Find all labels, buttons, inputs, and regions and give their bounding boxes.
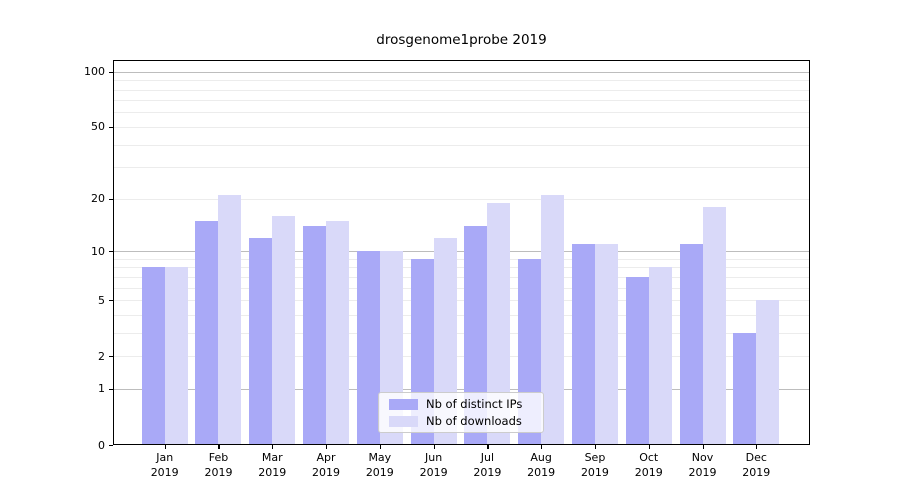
y-tick-label: 10 <box>91 244 105 258</box>
x-tick <box>326 445 328 449</box>
y-gridline-minor <box>113 332 810 334</box>
legend-swatch-downloads <box>389 415 418 427</box>
x-tick <box>379 445 381 449</box>
x-tick-label: Sep 2019 <box>580 451 609 479</box>
y-gridline-minor <box>113 356 810 358</box>
y-gridline-minor <box>113 287 810 289</box>
x-tick-label: Jul 2019 <box>473 451 502 479</box>
plot-area <box>113 60 810 445</box>
y-tick <box>108 198 113 200</box>
bar-distinct-ips-feb <box>195 220 219 445</box>
y-tick <box>108 388 113 391</box>
x-tick-label: Jun 2019 <box>419 451 448 479</box>
y-tick <box>108 126 113 129</box>
x-tick <box>756 445 758 449</box>
y-gridline-major <box>113 71 810 73</box>
x-tick-label: Nov 2019 <box>688 451 717 479</box>
x-tick <box>702 445 704 449</box>
y-tick <box>108 445 113 447</box>
y-tick-label: 50 <box>91 120 105 134</box>
y-gridline-minor <box>113 198 810 200</box>
bar-downloads-feb <box>218 194 242 445</box>
y-gridline-minor <box>113 100 810 102</box>
bar-distinct-ips-sep <box>571 244 595 445</box>
y-tick <box>108 71 113 73</box>
y-tick-label: 2 <box>98 349 105 363</box>
y-gridline-minor <box>113 276 810 278</box>
x-tick <box>541 445 543 449</box>
bar-downloads-sep <box>594 244 618 445</box>
y-gridline-major <box>113 388 810 390</box>
bar-distinct-ips-jan <box>141 267 165 445</box>
legend-entry-distinct-ips: Nb of distinct IPs <box>389 397 543 411</box>
x-tick <box>218 445 220 449</box>
y-tick <box>108 300 113 302</box>
y-tick <box>108 251 113 253</box>
x-tick <box>594 445 597 449</box>
y-gridline-minor <box>113 144 810 146</box>
y-tick-label: 100 <box>84 65 105 79</box>
bar-downloads-mar <box>272 215 296 445</box>
bar-distinct-ips-dec <box>733 332 757 445</box>
y-gridline-minor <box>113 267 810 269</box>
x-tick <box>433 445 435 449</box>
bar-downloads-oct <box>648 267 672 445</box>
y-tick-label: 1 <box>98 382 105 396</box>
bar-distinct-ips-nov <box>679 244 703 445</box>
x-tick-label: Feb 2019 <box>204 451 233 479</box>
legend-label-distinct-ips: Nb of distinct IPs <box>426 397 523 411</box>
y-gridline-minor <box>113 167 810 169</box>
bar-downloads-apr <box>326 220 350 445</box>
y-gridline-minor <box>113 258 810 260</box>
x-tick-label: Jan 2019 <box>150 451 179 479</box>
x-tick-label: Aug 2019 <box>527 451 556 479</box>
x-tick-label: Apr 2019 <box>312 451 341 479</box>
chart-title: drosgenome1probe 2019 <box>376 32 547 48</box>
x-tick-label: Oct 2019 <box>634 451 663 479</box>
y-gridline-minor <box>113 89 810 91</box>
bar-downloads-jul <box>487 202 511 445</box>
x-tick <box>648 445 650 449</box>
bar-downloads-jan <box>164 267 188 445</box>
x-tick <box>272 445 274 449</box>
y-gridline-minor <box>113 314 810 316</box>
y-gridline-major <box>113 251 810 253</box>
bar-downloads-dec <box>756 300 780 445</box>
x-tick-label: Dec 2019 <box>742 451 771 479</box>
y-gridline-minor <box>113 300 810 302</box>
legend-swatch-distinct-ips <box>389 398 418 410</box>
y-gridline-minor <box>113 80 810 82</box>
y-tick-label: 0 <box>98 438 105 452</box>
y-tick-label: 5 <box>98 293 105 307</box>
bar-downloads-aug <box>541 194 565 445</box>
bar-distinct-ips-apr <box>303 225 327 445</box>
x-tick-label: May 2019 <box>365 451 394 479</box>
legend-label-downloads: Nb of downloads <box>426 414 522 428</box>
x-tick-label: Mar 2019 <box>258 451 287 479</box>
bar-distinct-ips-jul <box>464 225 488 445</box>
bar-distinct-ips-mar <box>249 237 273 445</box>
bar-distinct-ips-may <box>356 251 380 445</box>
bar-distinct-ips-oct <box>625 276 649 445</box>
y-tick <box>108 356 113 358</box>
y-gridline-minor <box>113 126 810 128</box>
x-tick <box>164 445 166 449</box>
x-tick <box>487 445 489 449</box>
y-gridline-minor <box>113 112 810 114</box>
bar-downloads-nov <box>702 206 726 445</box>
legend: Nb of distinct IPs Nb of downloads <box>378 392 544 433</box>
legend-entry-downloads: Nb of downloads <box>389 414 543 428</box>
y-tick-label: 20 <box>91 192 105 206</box>
